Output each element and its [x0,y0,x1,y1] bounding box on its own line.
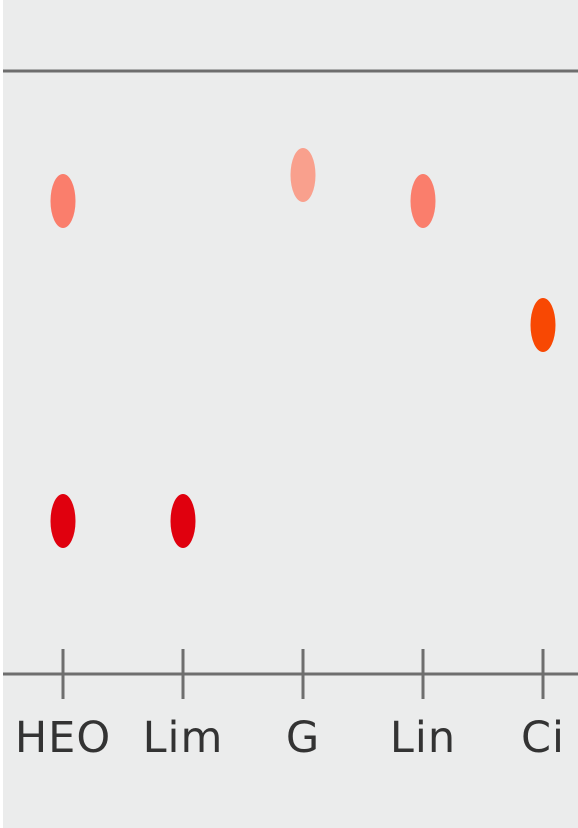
tlc-plate: HEO Lim G Lin Ci [3,0,578,828]
lane-label-heo: HEO [15,713,111,763]
lane-label-lim: Lim [143,713,224,763]
spot-g-3 [290,148,316,202]
tlc-plate-canvas: HEO Lim G Lin Ci [3,69,578,763]
lane-label-lin: Lin [390,713,456,763]
lane-labels: HEO Lim G Lin Ci [15,713,565,763]
lane-label-ci: Ci [521,713,565,763]
spot-heo-1 [50,494,76,548]
spot-lim-2 [170,494,196,548]
lane-ticks [61,649,545,699]
lane-label-g: G [286,713,320,763]
spot-lin-4 [410,174,436,228]
spot-ci-5 [530,298,556,352]
spots [50,148,556,548]
spot-heo-0 [50,174,76,228]
